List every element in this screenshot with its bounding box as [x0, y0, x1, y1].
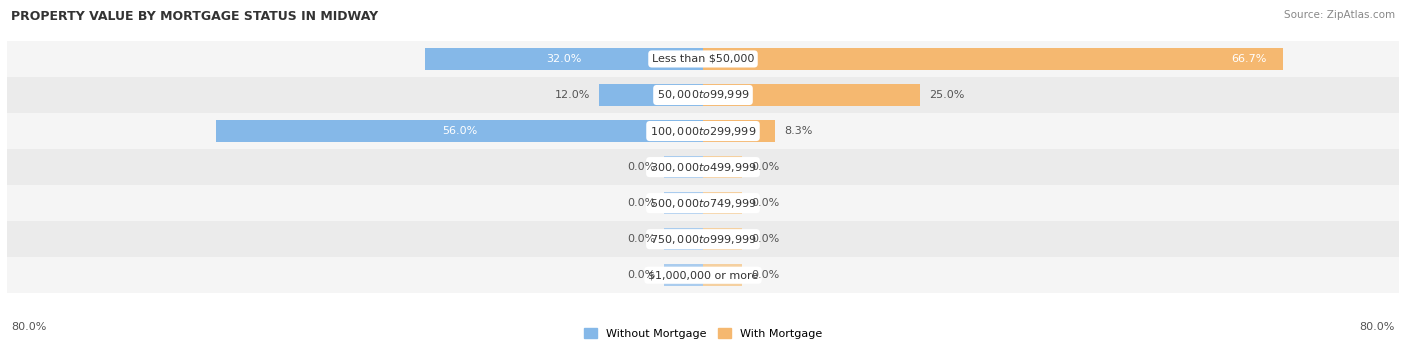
Bar: [7, 221, 1399, 257]
Bar: [703, 264, 742, 286]
Text: $750,000 to $999,999: $750,000 to $999,999: [650, 233, 756, 246]
Text: 80.0%: 80.0%: [1360, 322, 1395, 332]
Text: $100,000 to $299,999: $100,000 to $299,999: [650, 124, 756, 137]
Text: $50,000 to $99,999: $50,000 to $99,999: [657, 89, 749, 102]
Bar: [7, 41, 1399, 77]
Text: 0.0%: 0.0%: [627, 162, 655, 172]
Bar: [703, 120, 775, 142]
Bar: [703, 48, 1284, 70]
Bar: [703, 192, 742, 214]
Text: 80.0%: 80.0%: [11, 322, 46, 332]
Text: $500,000 to $749,999: $500,000 to $749,999: [650, 197, 756, 210]
Text: 0.0%: 0.0%: [627, 234, 655, 244]
Bar: [7, 149, 1399, 185]
Text: Less than $50,000: Less than $50,000: [652, 54, 754, 64]
Text: 0.0%: 0.0%: [751, 162, 779, 172]
Text: 56.0%: 56.0%: [441, 126, 477, 136]
Bar: [664, 192, 703, 214]
Bar: [703, 228, 742, 250]
Bar: [664, 156, 703, 178]
Bar: [7, 113, 1399, 149]
Text: 8.3%: 8.3%: [785, 126, 813, 136]
Text: 32.0%: 32.0%: [546, 54, 582, 64]
Bar: [664, 228, 703, 250]
Bar: [7, 257, 1399, 293]
Bar: [7, 77, 1399, 113]
Text: Source: ZipAtlas.com: Source: ZipAtlas.com: [1284, 10, 1395, 20]
Text: 0.0%: 0.0%: [627, 270, 655, 280]
Text: PROPERTY VALUE BY MORTGAGE STATUS IN MIDWAY: PROPERTY VALUE BY MORTGAGE STATUS IN MID…: [11, 10, 378, 23]
Bar: [703, 156, 742, 178]
Text: 25.0%: 25.0%: [929, 90, 965, 100]
Bar: [425, 48, 703, 70]
Legend: Without Mortgage, With Mortgage: Without Mortgage, With Mortgage: [579, 324, 827, 341]
Text: 66.7%: 66.7%: [1230, 54, 1267, 64]
Bar: [664, 264, 703, 286]
Text: 0.0%: 0.0%: [751, 198, 779, 208]
Text: 0.0%: 0.0%: [751, 270, 779, 280]
Bar: [703, 84, 921, 106]
Text: 12.0%: 12.0%: [554, 90, 591, 100]
Bar: [599, 84, 703, 106]
Text: $1,000,000 or more: $1,000,000 or more: [648, 270, 758, 280]
Bar: [215, 120, 703, 142]
Text: 0.0%: 0.0%: [627, 198, 655, 208]
Bar: [7, 185, 1399, 221]
Text: 0.0%: 0.0%: [751, 234, 779, 244]
Text: $300,000 to $499,999: $300,000 to $499,999: [650, 161, 756, 174]
